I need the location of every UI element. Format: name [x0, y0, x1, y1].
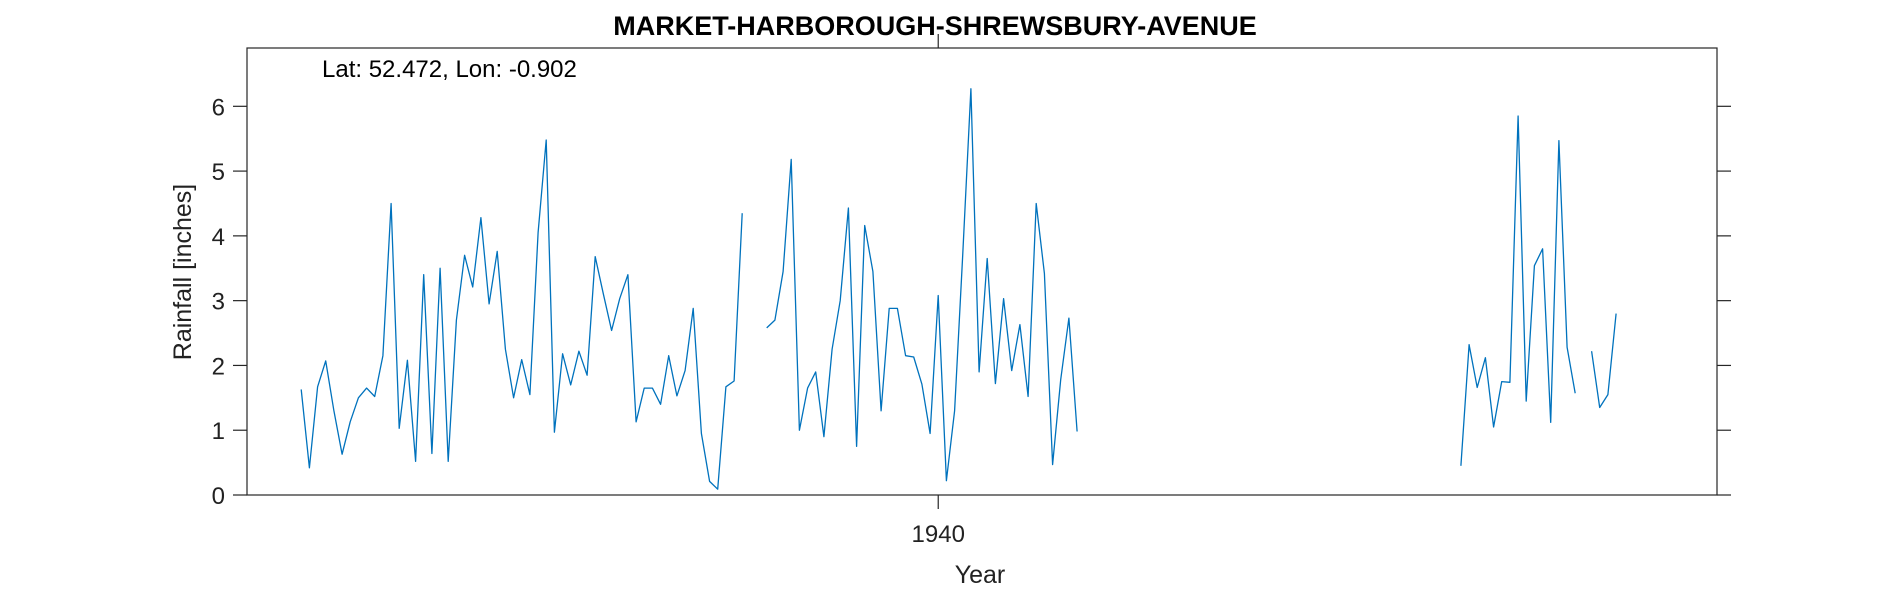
series-line-segment-4 — [1590, 313, 1617, 409]
x-tick-label: 1940 — [912, 521, 965, 548]
location-annotation: Lat: 52.472, Lon: -0.902 — [322, 56, 577, 83]
series-line-segment-2 — [766, 88, 1078, 482]
y-tick-label: 5 — [212, 159, 225, 186]
series-line-segment-3 — [1460, 115, 1576, 466]
y-tick-label: 0 — [212, 483, 225, 510]
plot-frame — [246, 47, 1718, 496]
rainfall-series — [300, 88, 1617, 490]
x-axis-label: Year — [955, 561, 1006, 589]
plot-axes — [246, 47, 1718, 496]
y-tick-label: 4 — [212, 224, 225, 251]
series-line-segment-1 — [300, 139, 743, 490]
y-tick-label: 2 — [212, 353, 225, 380]
y-tick-label: 3 — [212, 289, 225, 316]
y-tick-label: 1 — [212, 418, 225, 445]
chart-title: MARKET-HARBOROUGH-SHREWSBURY-AVENUE — [613, 11, 1257, 41]
y-tick-label: 6 — [212, 94, 225, 121]
y-axis-label: Rainfall [inches] — [169, 184, 197, 360]
axis-ticks: 0 1 2 3 4 5 6 1940 — [212, 34, 1731, 548]
